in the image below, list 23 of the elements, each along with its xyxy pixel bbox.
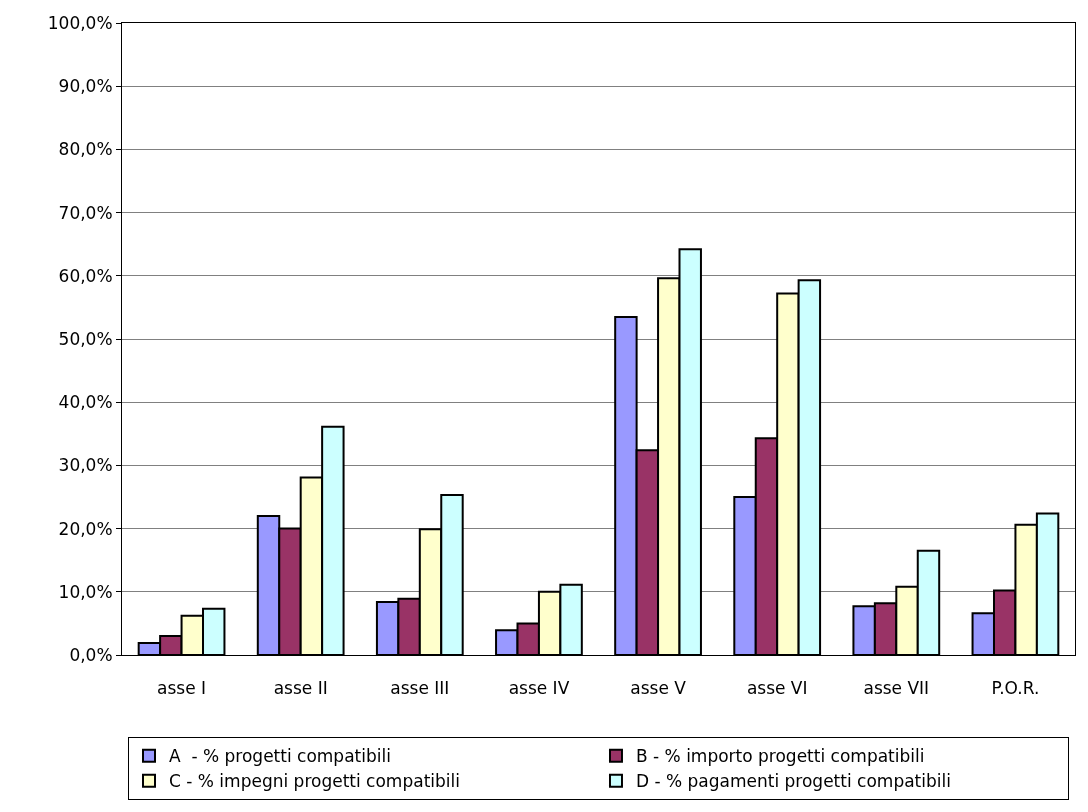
legend-label: B - % importo progetti compatibili bbox=[635, 746, 925, 767]
x-tick-label: asse II bbox=[273, 678, 328, 699]
y-tick-label: 100,0% bbox=[47, 12, 113, 33]
y-tick-label: 50,0% bbox=[58, 328, 113, 349]
x-tick-label: asse VII bbox=[863, 678, 930, 699]
x-tick-label: asse V bbox=[630, 678, 687, 699]
y-tick-label: 10,0% bbox=[58, 581, 113, 602]
x-tick-label: asse III bbox=[390, 678, 450, 699]
x-tick-label: asse VI bbox=[746, 678, 808, 699]
y-tick-label: 40,0% bbox=[58, 392, 113, 413]
x-tick-label: asse IV bbox=[508, 678, 570, 699]
x-tick-label: asse I bbox=[157, 678, 207, 699]
y-tick-label: 80,0% bbox=[58, 139, 113, 160]
y-tick-label: 70,0% bbox=[58, 202, 113, 223]
legend-label: C - % impegni progetti compatibili bbox=[169, 771, 460, 792]
legend-label: A - % progetti compatibili bbox=[169, 746, 391, 767]
y-tick-label: 30,0% bbox=[58, 455, 113, 476]
y-tick-label: 90,0% bbox=[58, 76, 113, 97]
y-tick-label: 20,0% bbox=[58, 518, 113, 539]
y-tick-label: 60,0% bbox=[58, 265, 113, 286]
legend-label: D - % pagamenti progetti compatibili bbox=[635, 771, 951, 792]
y-tick-label: 0,0% bbox=[69, 644, 113, 665]
x-tick-label: P.O.R. bbox=[991, 678, 1040, 699]
